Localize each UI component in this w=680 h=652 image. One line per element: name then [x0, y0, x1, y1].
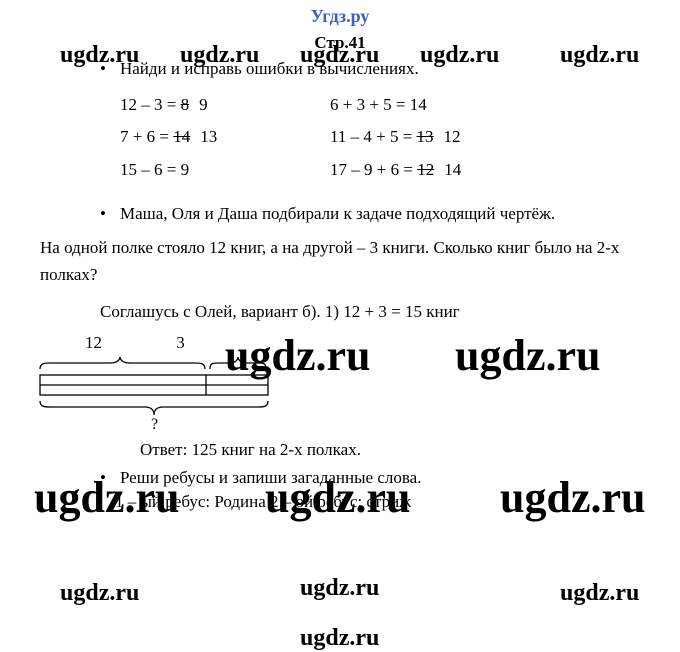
eq-text: 12 – 3 =	[120, 95, 181, 114]
eq-text: 7 + 6 =	[120, 127, 173, 146]
eq-row: 15 – 6 = 9 17 – 9 + 6 = 12 14	[120, 154, 680, 186]
site-header: Угдз.ру	[0, 0, 680, 27]
section2-problem: На одной полке стояло 12 книг, а на друг…	[40, 234, 650, 288]
eq-strike: 12	[417, 160, 434, 179]
diagram-label-a: 12	[85, 333, 102, 352]
watermark-small: ugdz.ru	[60, 580, 139, 607]
eq-text: 11 – 4 + 5 =	[330, 127, 417, 146]
equations-block: 12 – 3 = 89 6 + 3 + 5 = 14 7 + 6 = 14 13 …	[120, 89, 680, 186]
eq-row: 7 + 6 = 14 13 11 – 4 + 5 = 13 12	[120, 121, 680, 153]
eq-strike: 8	[181, 95, 190, 114]
diagram-labels: 12 3	[85, 333, 680, 353]
bar-diagram: ?	[30, 357, 290, 432]
section2-title: Маша, Оля и Даша подбирали к задаче подх…	[100, 204, 680, 224]
eq-correct: 12	[444, 127, 461, 146]
page-label: Стр.41	[0, 33, 680, 53]
section2-answer: Ответ: 125 книг на 2-х полках.	[140, 440, 680, 460]
section3-line: 1 – ый ребус: Родина 2 – ой ребус: стриж	[115, 492, 680, 512]
eq-text: 6 + 3 + 5 = 14	[330, 95, 427, 114]
eq-strike: 14	[173, 127, 190, 146]
section2-agree: Соглашусь с Олей, вариант б). 1) 12 + 3 …	[40, 298, 650, 325]
watermark-small: ugdz.ru	[560, 580, 639, 607]
diagram-label-b: 3	[176, 333, 185, 352]
section3-title: Реши ребусы и запиши загаданные слова.	[100, 468, 680, 488]
eq-text: 17 – 9 + 6 =	[330, 160, 417, 179]
eq-correct: 13	[200, 127, 217, 146]
watermark-small: ugdz.ru	[300, 575, 379, 602]
eq-text: 15 – 6 = 9	[120, 160, 189, 179]
eq-strike: 13	[417, 127, 434, 146]
eq-correct: 9	[199, 95, 208, 114]
eq-row: 12 – 3 = 89 6 + 3 + 5 = 14	[120, 89, 680, 121]
eq-correct: 14	[444, 160, 461, 179]
diagram-qmark: ?	[151, 416, 158, 432]
section1-title: Найди и исправь ошибки в вычислениях.	[100, 59, 680, 79]
